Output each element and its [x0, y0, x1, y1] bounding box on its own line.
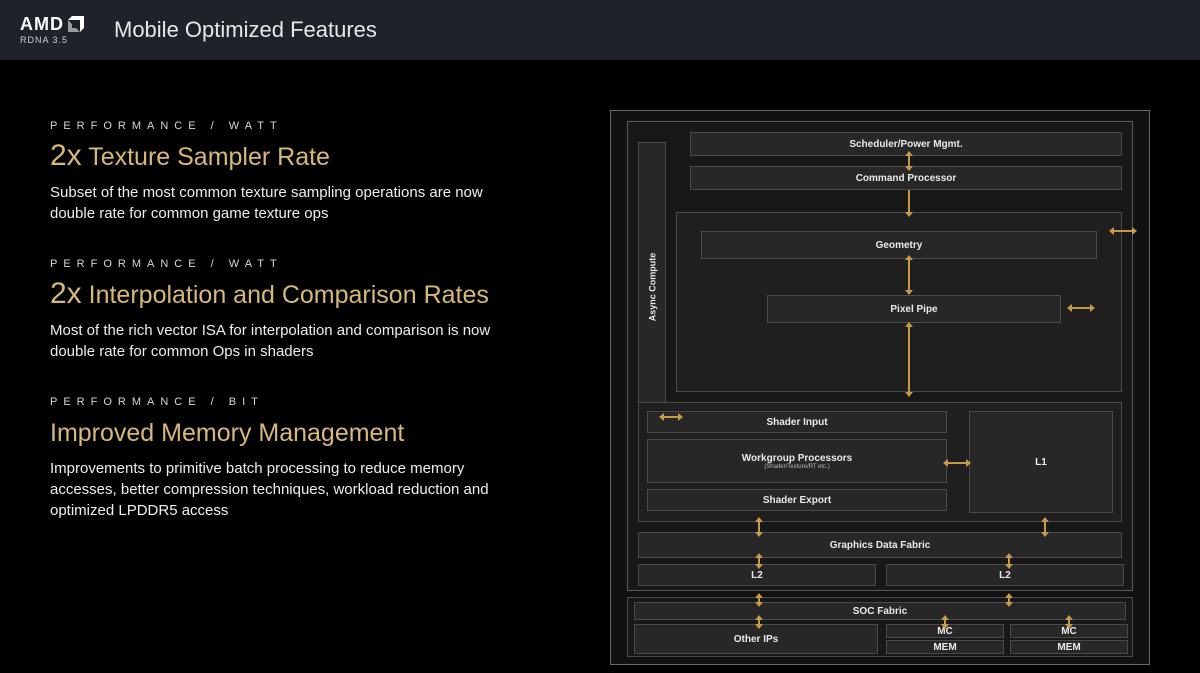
flow-arrow — [758, 522, 760, 532]
workgroup-processors-block: Workgroup Processors (Shader/Texture/RT … — [647, 439, 947, 483]
l1-block: L1 — [969, 411, 1113, 513]
flow-arrow — [1008, 558, 1010, 564]
feature-desc: Improvements to primitive batch processi… — [50, 458, 510, 521]
flow-arrow — [908, 327, 910, 392]
flow-arrow — [908, 156, 910, 166]
flow-arrow — [1068, 620, 1070, 624]
feature-list: PERFORMANCE / WATT 2x Texture Sampler Ra… — [50, 110, 610, 673]
feature-eyebrow: PERFORMANCE / WATT — [50, 258, 610, 270]
flow-arrow — [1044, 522, 1046, 532]
flow-arrow — [758, 620, 760, 624]
pipeline-group: Geometry Pixel Pipe — [676, 212, 1122, 392]
diagram-panel: Async Compute Scheduler/Power Mgmt. Comm… — [610, 110, 1164, 673]
feature-prefix: 2x — [50, 277, 82, 310]
feature-block: PERFORMANCE / WATT 2x Texture Sampler Ra… — [50, 120, 610, 224]
feature-title-text: Texture Sampler Rate — [88, 143, 330, 171]
flow-arrow — [948, 462, 966, 464]
feature-title-text: Interpolation and Comparison Rates — [89, 281, 489, 309]
shader-input-block: Shader Input — [647, 411, 947, 433]
logo: AMD RDNA 3.5 — [20, 15, 84, 46]
logo-text: AMD — [20, 15, 64, 33]
async-label: Async Compute — [647, 253, 657, 322]
mem-block: MEM — [886, 640, 1004, 654]
shader-export-block: Shader Export — [647, 489, 947, 511]
feature-title: 2x Interpolation and Comparison Rates — [50, 276, 610, 312]
mem-block: MEM — [1010, 640, 1128, 654]
flow-arrow — [1008, 598, 1010, 602]
soc-fabric-block: SOC Fabric — [634, 602, 1126, 620]
flow-arrow — [944, 620, 946, 624]
flow-arrow — [758, 598, 760, 602]
feature-desc: Most of the rich vector ISA for interpol… — [50, 320, 510, 362]
feature-title-text: Improved Memory Management — [50, 419, 404, 447]
amd-arrow-icon — [68, 16, 84, 32]
geometry-block: Geometry — [701, 231, 1097, 259]
feature-title: Improved Memory Management — [50, 414, 610, 450]
feature-desc: Subset of the most common texture sampli… — [50, 182, 510, 224]
flow-arrow — [664, 416, 678, 418]
feature-eyebrow: PERFORMANCE / WATT — [50, 120, 610, 132]
header-bar: AMD RDNA 3.5 Mobile Optimized Features — [0, 0, 1200, 60]
feature-block: PERFORMANCE / BIT Improved Memory Manage… — [50, 396, 610, 521]
gpu-group: Async Compute Scheduler/Power Mgmt. Comm… — [627, 121, 1133, 591]
pixel-pipe-block: Pixel Pipe — [767, 295, 1061, 323]
content-area: PERFORMANCE / WATT 2x Texture Sampler Ra… — [0, 60, 1200, 673]
soc-group: SOC Fabric Other IPs MC MC MEM MEM — [627, 597, 1133, 657]
flow-arrow — [908, 190, 910, 212]
feature-prefix: 2x — [50, 139, 82, 172]
flow-arrow — [908, 260, 910, 290]
flow-arrow — [1114, 230, 1132, 232]
page-title: Mobile Optimized Features — [114, 17, 377, 43]
feature-title: 2x Texture Sampler Rate — [50, 138, 610, 174]
flow-arrow — [1072, 307, 1090, 309]
graphics-data-fabric-block: Graphics Data Fabric — [638, 532, 1122, 558]
feature-block: PERFORMANCE / WATT 2x Interpolation and … — [50, 258, 610, 362]
async-compute-block: Async Compute — [638, 142, 666, 432]
logo-subtext: RDNA 3.5 — [20, 35, 84, 46]
shader-group: Shader Input Workgroup Processors (Shade… — [638, 402, 1122, 522]
flow-arrow — [758, 558, 760, 564]
feature-eyebrow: PERFORMANCE / BIT — [50, 396, 610, 408]
architecture-diagram: Async Compute Scheduler/Power Mgmt. Comm… — [610, 110, 1150, 665]
